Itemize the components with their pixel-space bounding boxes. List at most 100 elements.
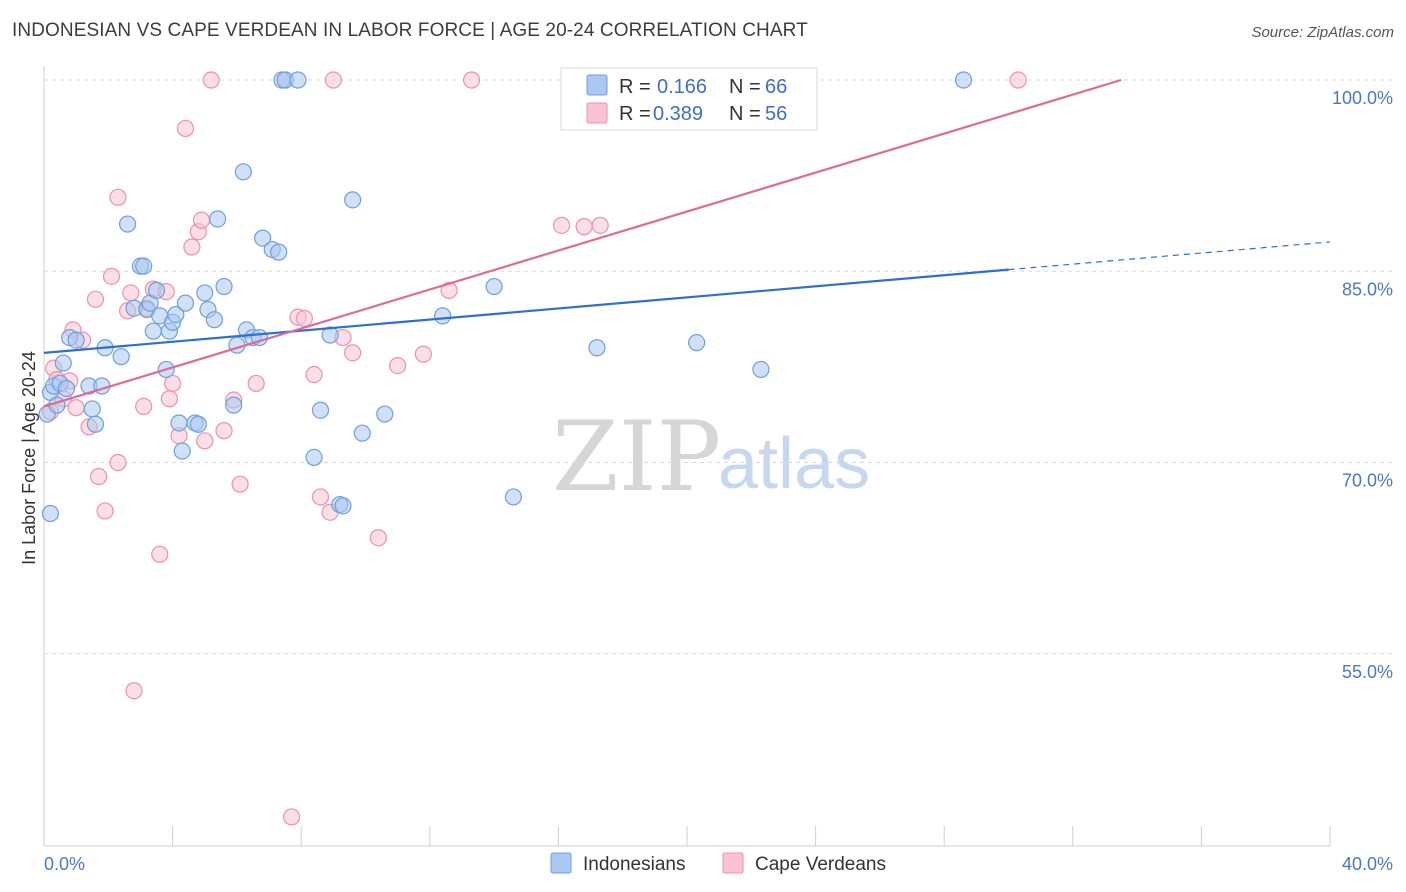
cape-verdean-point [176,119,195,138]
x-tick-label-min: 0.0% [44,854,85,874]
indonesian-point [54,354,72,372]
legend-r-label-2: R = [619,103,651,125]
indonesian-point [321,326,339,344]
legend-n-label-2: N = [729,103,761,125]
cape-verdean-point [192,211,211,229]
series-legend-label-indonesians: Indonesians [583,854,685,875]
cape-verdean-point [125,682,143,700]
indonesian-point [334,497,352,515]
cape-verdean-point [591,216,609,234]
legend-r-value-indonesians: 0.166 [657,76,707,98]
indonesian-point [225,396,243,414]
cape-verdean-point [231,475,249,493]
indonesian-point [485,277,503,296]
indonesian-point [311,401,330,419]
cape-verdean-point [344,344,362,362]
cape-verdean-point [90,467,108,486]
legend-n-label-1: N = [729,76,761,98]
cape-verdean-point [102,267,121,285]
legend-n-value-cape-verdeans: 56 [765,103,787,125]
indonesian-point [135,257,153,275]
indonesian-point [170,414,188,432]
legend-r-value-cape-verdeans: 0.389 [653,103,703,125]
indonesian-point [147,281,166,299]
indonesian-point [752,360,770,379]
cape-verdean-point [295,309,314,328]
cape-verdean-point [183,238,201,256]
series-legend-swatch-cape-verdeans [722,852,744,874]
legend-n-value-indonesians: 66 [765,76,787,98]
cape-verdean-point [282,808,301,826]
indonesian-point [215,277,233,296]
series-legend-label-cape-verdeans: Cape Verdeans [755,854,886,875]
cape-verdean-point [324,71,342,89]
x-tick-label-max: 40.0% [1342,854,1393,874]
indonesian-point [67,331,85,349]
y-axis-label: In Labor Force | Age 20-24 [19,351,39,565]
watermark-atlas: atlas [718,424,870,504]
indonesian-point [209,210,227,228]
cape-verdean-point [67,399,85,417]
series-legend: Indonesians Cape Verdeans [550,852,886,875]
y-tick-label-100: 100.0% [1332,88,1393,108]
indonesian-point [205,311,223,329]
indonesian-point [57,379,76,398]
cape-verdean-point [1009,71,1027,89]
trend-line-indonesians [43,268,1009,354]
indonesian-point [83,400,101,418]
legend-r-label-1: R = [619,76,651,98]
cape-verdean-point [151,545,169,563]
y-tick-label-55: 55.0% [1342,662,1393,682]
indonesian-point [112,348,130,366]
legend-swatch-cape-verdeans [586,102,608,124]
cape-verdean-point [311,488,330,506]
indonesian-point [376,405,394,423]
indonesian-point [305,448,323,466]
indonesian-point [41,504,60,523]
chart-title: INDONESIAN VS CAPE VERDEAN IN LABOR FORC… [12,20,808,41]
cape-verdean-point [462,71,481,89]
indonesian-point [167,306,185,324]
cape-verdean-point [369,529,387,547]
y-tick-label-70: 70.0% [1342,471,1393,491]
cape-verdean-point [202,71,220,89]
correlation-legend: R = 0.166 N = 66 R = 0.389 N = 56 [560,67,818,131]
cape-verdean-point [247,374,265,393]
indonesian-point [173,442,191,460]
cape-verdean-point [86,290,105,308]
indonesian-point [270,243,288,261]
indonesian-point [434,307,452,325]
trend-line-cape-verdeans [43,78,1122,408]
source-attribution: Source: ZipAtlas.com [1251,24,1394,41]
indonesian-point [189,415,207,433]
indonesian-point [144,322,162,340]
indonesian-point [234,163,252,181]
indonesian-points [38,71,973,523]
legend-swatch-indonesians [586,74,608,96]
cape-verdean-point [389,357,407,375]
cape-verdean-point [135,397,153,415]
indonesian-point [196,284,214,302]
cape-verdean-point [305,365,323,384]
indonesian-point [344,191,362,209]
cape-verdean-point [164,374,182,393]
cape-verdean-point [122,284,140,302]
indonesian-point [954,71,973,89]
cape-verdean-point [215,422,233,440]
trend-lines [43,78,1331,408]
indonesian-point [588,339,606,357]
indonesian-point [289,71,307,89]
y-tick-labels: 100.0% 85.0% 70.0% 55.0% [1332,88,1393,682]
cape-verdean-point [414,345,432,363]
indonesian-point [86,415,105,433]
cape-verdean-point [575,218,593,236]
x-axis-ticks [43,826,1331,846]
cape-verdean-point [160,390,178,408]
indonesian-point [254,229,272,247]
indonesian-point [176,294,195,312]
cape-verdean-point [553,216,571,234]
series-legend-swatch-indonesians [550,852,572,874]
cape-verdean-point [440,281,458,299]
indonesian-point [504,488,522,506]
